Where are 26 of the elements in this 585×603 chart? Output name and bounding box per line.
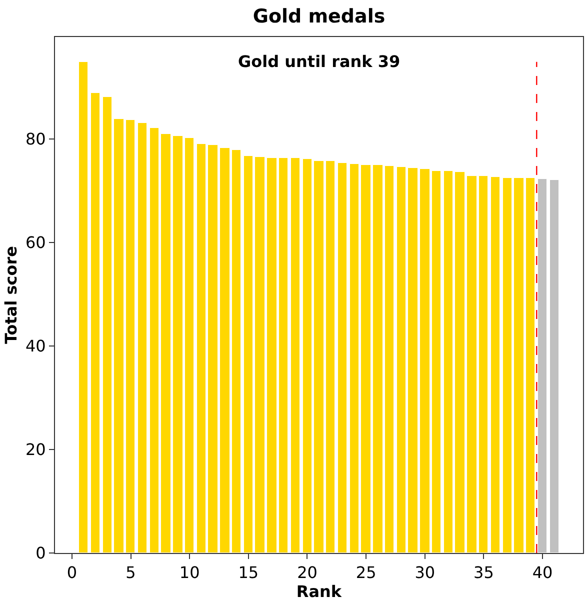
y-tick-label: 20 xyxy=(25,440,46,460)
x-tick-label: 35 xyxy=(474,563,494,582)
bar xyxy=(550,180,559,553)
bar xyxy=(490,176,500,553)
x-tick-label: 30 xyxy=(414,563,436,582)
bar xyxy=(338,162,347,553)
x-tick-label: 40 xyxy=(532,563,553,582)
x-tick-label: 20 xyxy=(297,563,318,582)
y-axis-title: Total score xyxy=(1,246,20,344)
x-tick-label: 15 xyxy=(238,563,259,582)
x-axis-title: Rank xyxy=(296,582,342,602)
bar xyxy=(90,92,100,553)
x-tick-label: 0 xyxy=(66,563,78,582)
x-tick-label: 10 xyxy=(179,563,200,582)
bar xyxy=(138,122,147,553)
chart-title: Gold medals xyxy=(252,5,386,28)
x-tick-label: 25 xyxy=(356,563,376,582)
bar xyxy=(78,62,88,553)
bar xyxy=(538,178,547,553)
y-tick-label: 0 xyxy=(36,544,46,563)
x-tick-label: 5 xyxy=(126,563,136,582)
y-tick-label: 40 xyxy=(25,336,46,356)
y-tick-label: 60 xyxy=(25,233,46,252)
annotation: Gold until rank 39 xyxy=(238,52,400,71)
y-tick-label: 80 xyxy=(25,130,46,149)
bar xyxy=(290,158,300,553)
